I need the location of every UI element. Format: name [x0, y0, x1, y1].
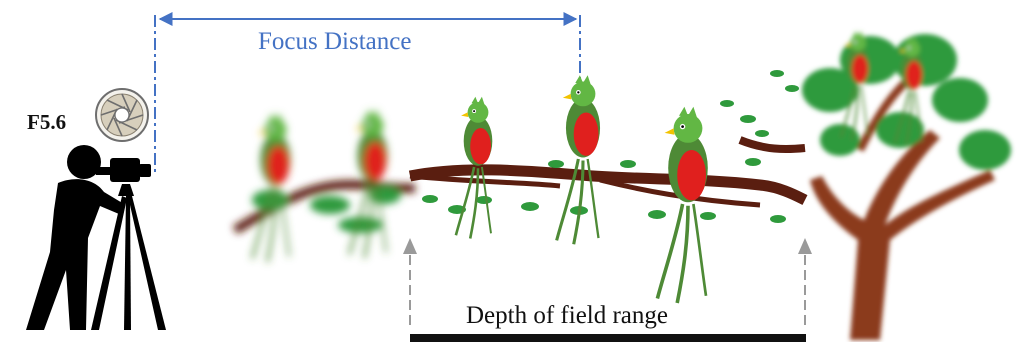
dof-range-bar [410, 334, 806, 342]
dof-near-limit-arrow [403, 238, 417, 254]
f-number-label: F5.6 [27, 110, 67, 134]
depth-of-field-label: Depth of field range [466, 302, 669, 329]
aperture-icon [95, 88, 149, 142]
blurred-background-tree [802, 30, 1011, 340]
depth-of-field-indicator [403, 238, 812, 342]
focus-distance-label: Focus Distance [258, 28, 412, 55]
focused-branch [408, 70, 808, 305]
blurred-foreground [232, 107, 416, 264]
dof-far-limit-arrow [798, 238, 812, 254]
photographer-with-camera-icon [26, 145, 166, 330]
